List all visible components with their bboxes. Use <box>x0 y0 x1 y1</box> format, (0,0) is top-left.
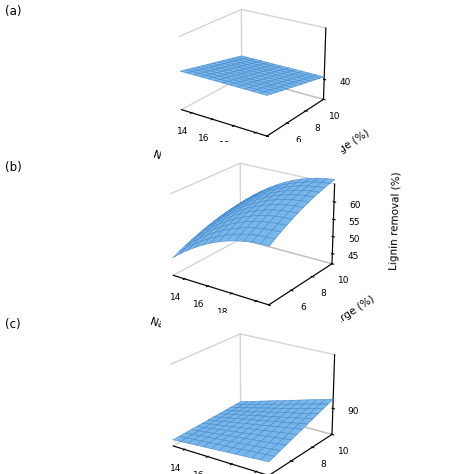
Y-axis label: EDTA charge (%): EDTA charge (%) <box>292 128 371 184</box>
X-axis label: NaOH charge (%): NaOH charge (%) <box>149 316 238 353</box>
Text: (a): (a) <box>5 5 21 18</box>
Y-axis label: EDTA charge (%): EDTA charge (%) <box>298 294 376 350</box>
Text: (c): (c) <box>5 318 20 330</box>
X-axis label: NaOH charge (%): NaOH charge (%) <box>153 149 242 185</box>
Text: (b): (b) <box>5 161 21 174</box>
